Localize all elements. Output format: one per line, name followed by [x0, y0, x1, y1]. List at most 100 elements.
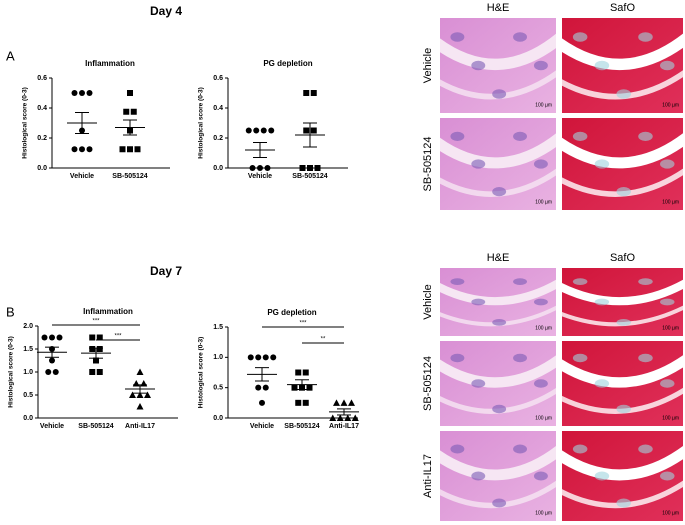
histology-image: 100 µm	[562, 431, 683, 521]
scale-label: 100 µm	[662, 510, 679, 516]
joint-space	[440, 133, 556, 169]
histology-image: 100 µm	[562, 118, 683, 210]
data-point	[307, 165, 313, 171]
y-axis-label: Histological score (0-3)	[22, 87, 29, 159]
chart-title: Inflammation	[85, 59, 135, 68]
panel-letter: B	[6, 304, 15, 319]
data-point	[71, 146, 78, 153]
error-bar	[133, 384, 147, 394]
y-axis-label: Histological score (0-3)	[198, 337, 205, 409]
data-point	[245, 127, 252, 134]
data-point	[127, 90, 133, 96]
data-point	[96, 346, 103, 352]
stain	[471, 298, 486, 306]
row-label: SB-505124	[422, 356, 434, 411]
data-point	[119, 146, 126, 153]
chart-title: PG depletion	[263, 59, 312, 68]
y-tick-label: 0.2	[37, 135, 47, 142]
data-point	[310, 127, 317, 134]
histology-image: 100 µm	[562, 18, 683, 113]
stain	[533, 471, 548, 481]
stain	[572, 444, 588, 454]
joint-space	[562, 445, 683, 481]
scale-label: 100 µm	[662, 199, 679, 205]
data-point	[93, 357, 99, 364]
stain	[616, 187, 631, 197]
stain	[513, 131, 527, 141]
y-tick-label: 2.0	[23, 323, 33, 330]
y-tick-label: 0.2	[213, 135, 223, 142]
data-point	[96, 334, 103, 341]
data-point	[136, 391, 144, 398]
stain	[492, 404, 507, 414]
stain	[492, 319, 507, 326]
y-tick-label: 1.5	[213, 324, 223, 331]
data-point	[132, 380, 140, 387]
stain	[450, 353, 465, 363]
stain	[638, 353, 653, 363]
stain	[572, 278, 588, 285]
stain	[450, 32, 465, 42]
day-label: Day 7	[150, 264, 182, 278]
y-tick-label: 1.5	[23, 346, 33, 353]
stain	[533, 159, 548, 169]
stain	[638, 444, 653, 454]
stain	[513, 32, 527, 42]
scale-label: 100 µm	[535, 325, 552, 331]
data-point	[329, 414, 337, 421]
stain	[616, 89, 631, 99]
data-point	[247, 354, 254, 361]
significance-label: ***	[92, 319, 100, 325]
data-point	[52, 369, 59, 375]
data-point	[336, 414, 344, 421]
y-tick-label: 0.4	[37, 105, 47, 112]
stain	[660, 60, 675, 71]
stain	[660, 298, 675, 306]
joint-space	[562, 355, 683, 388]
data-point	[144, 391, 151, 398]
data-point	[89, 334, 96, 341]
data-point	[348, 399, 355, 406]
stain	[638, 32, 653, 42]
data-point	[333, 399, 340, 406]
stain	[533, 298, 548, 306]
y-axis-label: Histological score (0-3)	[198, 87, 205, 159]
data-point	[340, 399, 348, 406]
data-point	[253, 127, 260, 134]
stain	[594, 298, 610, 306]
data-point	[96, 369, 103, 375]
joint-space	[562, 279, 683, 306]
joint-space	[562, 133, 683, 169]
x-tick-label: SB-505124	[292, 173, 328, 180]
error-bar	[255, 367, 269, 382]
stain	[513, 353, 527, 363]
stain	[513, 278, 527, 285]
data-point	[303, 90, 310, 96]
stain	[572, 353, 588, 363]
error-bar	[253, 142, 267, 158]
y-tick-label: 0.5	[23, 392, 33, 399]
significance-label: ***	[299, 321, 307, 327]
x-tick-label: SB-505124	[78, 423, 114, 430]
stain	[471, 159, 486, 169]
stain	[450, 444, 465, 454]
data-point	[127, 146, 133, 153]
data-point	[268, 127, 275, 134]
data-point	[255, 354, 262, 361]
x-tick-label: Vehicle	[248, 173, 272, 180]
data-point	[351, 414, 359, 421]
stain	[492, 187, 507, 197]
data-point	[89, 346, 96, 352]
error-bar	[123, 119, 137, 136]
data-point	[45, 369, 52, 375]
data-point	[306, 384, 313, 391]
data-point	[130, 108, 137, 115]
stain	[616, 404, 631, 414]
chart-title: PG depletion	[267, 308, 316, 317]
data-point	[249, 165, 256, 171]
data-point	[299, 165, 306, 171]
data-point	[302, 369, 309, 376]
stain	[594, 379, 610, 388]
data-point	[134, 146, 141, 153]
row-label: Anti-IL17	[422, 454, 434, 498]
